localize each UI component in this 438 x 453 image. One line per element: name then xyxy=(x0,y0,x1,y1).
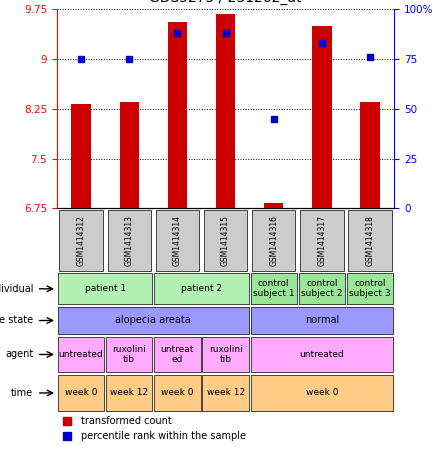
FancyBboxPatch shape xyxy=(202,337,249,372)
Text: week 0: week 0 xyxy=(161,389,194,397)
Text: GSM1414315: GSM1414315 xyxy=(221,215,230,265)
FancyBboxPatch shape xyxy=(202,375,249,411)
FancyBboxPatch shape xyxy=(155,210,199,270)
Text: week 12: week 12 xyxy=(206,389,245,397)
Text: untreat
ed: untreat ed xyxy=(161,345,194,364)
Text: untreated: untreated xyxy=(300,350,344,359)
FancyBboxPatch shape xyxy=(347,273,393,304)
Text: GSM1414313: GSM1414313 xyxy=(125,215,134,265)
Text: ruxolini
tib: ruxolini tib xyxy=(208,345,243,364)
Text: disease state: disease state xyxy=(0,315,33,326)
Bar xyxy=(168,22,187,208)
FancyBboxPatch shape xyxy=(251,307,393,334)
FancyBboxPatch shape xyxy=(58,273,152,304)
Text: control
subject 3: control subject 3 xyxy=(349,279,391,299)
FancyBboxPatch shape xyxy=(251,337,393,372)
Text: ruxolini
tib: ruxolini tib xyxy=(112,345,146,364)
FancyBboxPatch shape xyxy=(60,210,102,270)
FancyBboxPatch shape xyxy=(251,375,393,411)
FancyBboxPatch shape xyxy=(58,307,249,334)
Text: alopecia areata: alopecia areata xyxy=(116,315,191,326)
Bar xyxy=(216,14,235,208)
Title: GDS5275 / 231262_at: GDS5275 / 231262_at xyxy=(149,0,302,5)
FancyBboxPatch shape xyxy=(299,273,345,304)
Text: GSM1414314: GSM1414314 xyxy=(173,215,182,265)
Text: individual: individual xyxy=(0,284,33,294)
Bar xyxy=(264,203,283,208)
FancyBboxPatch shape xyxy=(251,273,297,304)
Text: normal: normal xyxy=(305,315,339,326)
FancyBboxPatch shape xyxy=(107,210,151,270)
Text: patient 1: patient 1 xyxy=(85,284,126,293)
FancyBboxPatch shape xyxy=(348,210,392,270)
Text: control
subject 2: control subject 2 xyxy=(301,279,343,299)
FancyBboxPatch shape xyxy=(154,375,201,411)
Bar xyxy=(312,26,332,208)
Text: agent: agent xyxy=(5,349,33,360)
FancyBboxPatch shape xyxy=(154,337,201,372)
FancyBboxPatch shape xyxy=(58,375,104,411)
Bar xyxy=(360,102,380,208)
Text: patient 2: patient 2 xyxy=(181,284,222,293)
Text: GSM1414316: GSM1414316 xyxy=(269,215,278,265)
Text: week 0: week 0 xyxy=(306,389,338,397)
Text: week 0: week 0 xyxy=(65,389,97,397)
Text: untreated: untreated xyxy=(59,350,103,359)
FancyBboxPatch shape xyxy=(204,210,247,270)
FancyBboxPatch shape xyxy=(106,337,152,372)
Text: time: time xyxy=(11,388,33,398)
FancyBboxPatch shape xyxy=(154,273,249,304)
FancyBboxPatch shape xyxy=(300,210,343,270)
Text: percentile rank within the sample: percentile rank within the sample xyxy=(81,431,246,441)
Text: GSM1414317: GSM1414317 xyxy=(318,215,326,265)
FancyBboxPatch shape xyxy=(58,337,104,372)
Bar xyxy=(120,102,139,208)
Text: week 12: week 12 xyxy=(110,389,148,397)
Text: GSM1414312: GSM1414312 xyxy=(77,215,85,265)
Text: transformed count: transformed count xyxy=(81,416,171,426)
FancyBboxPatch shape xyxy=(252,210,295,270)
FancyBboxPatch shape xyxy=(106,375,152,411)
Text: GSM1414318: GSM1414318 xyxy=(366,215,374,265)
Bar xyxy=(71,104,91,208)
Text: control
subject 1: control subject 1 xyxy=(253,279,295,299)
